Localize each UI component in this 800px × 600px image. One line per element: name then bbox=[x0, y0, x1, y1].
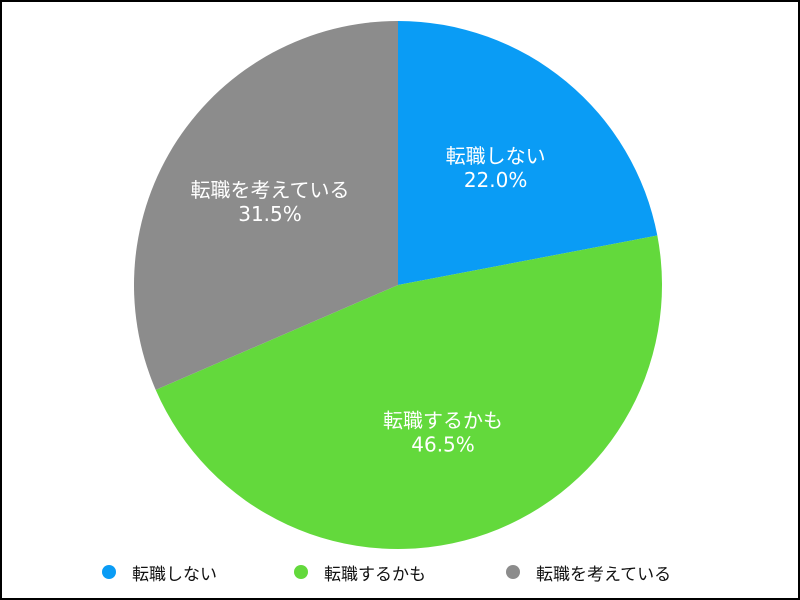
legend-label-2: 転職を考えている bbox=[536, 564, 672, 585]
pie-slice-1 bbox=[155, 235, 663, 550]
slice-value-label-2: 31.5% bbox=[238, 202, 302, 226]
legend-label-1: 転職するかも bbox=[324, 564, 426, 585]
slice-value-label-1: 46.5% bbox=[411, 432, 475, 456]
legend-item-1: 転職するかも bbox=[294, 558, 426, 586]
pie-slice-2 bbox=[133, 21, 398, 390]
slice-category-label-2: 転職を考えている bbox=[191, 178, 350, 202]
slice-category-label-1: 転職するかも bbox=[383, 408, 503, 432]
legend: 転職しない 転職するかも 転職を考えている bbox=[2, 558, 800, 586]
legend-item-2: 転職を考えている bbox=[506, 558, 671, 586]
legend-swatch-2 bbox=[506, 565, 520, 579]
slice-value-label-0: 22.0% bbox=[464, 168, 528, 192]
legend-swatch-1 bbox=[294, 565, 308, 579]
legend-item-0: 転職しない bbox=[102, 558, 217, 586]
slice-category-label-0: 転職しない bbox=[446, 144, 546, 168]
pie-slice-0 bbox=[398, 21, 658, 285]
legend-swatch-0 bbox=[102, 565, 116, 579]
legend-label-0: 転職しない bbox=[132, 564, 217, 585]
